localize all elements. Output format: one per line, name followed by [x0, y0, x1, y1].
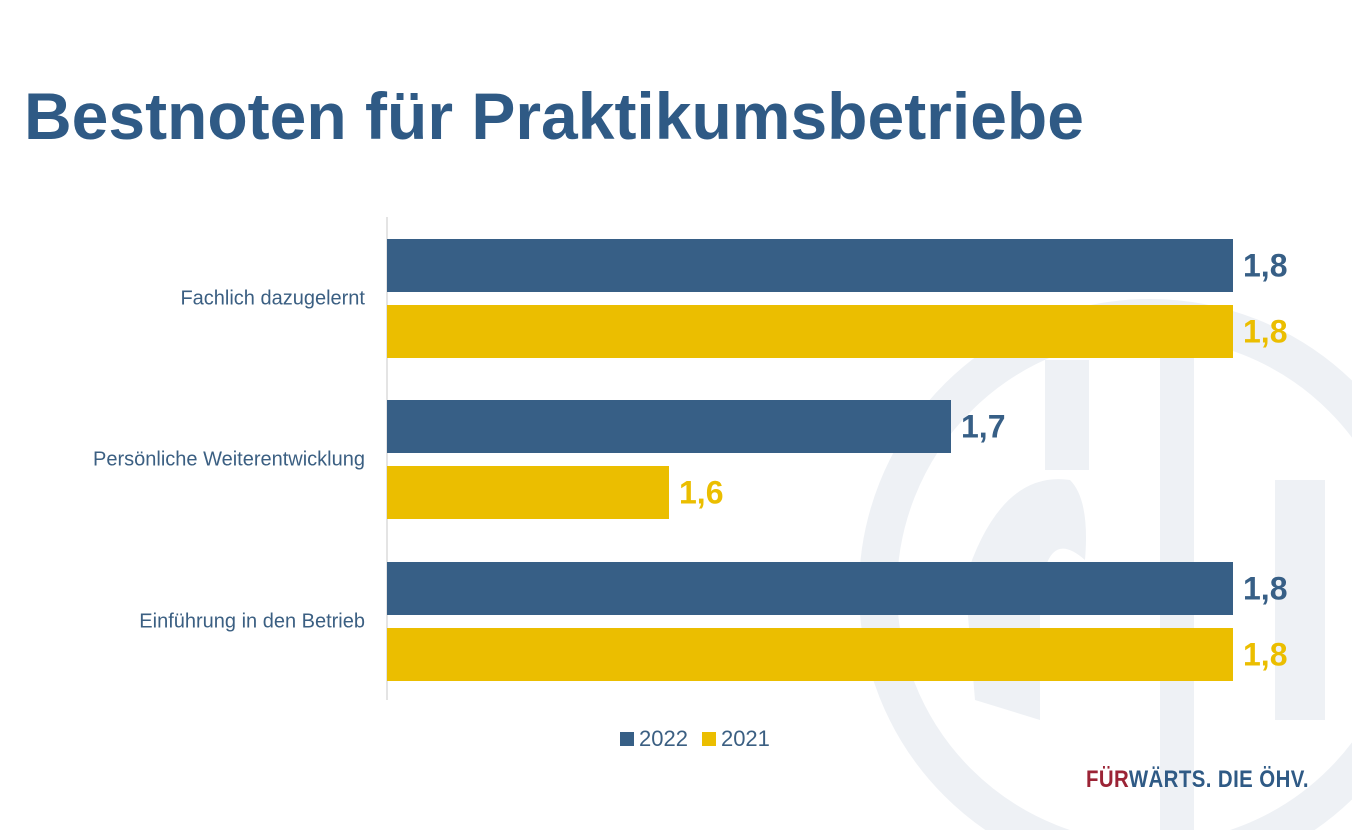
data-label-2021: 1,8: [1243, 314, 1287, 350]
bar-2022: [387, 400, 951, 453]
data-label-2022: 1,8: [1243, 248, 1287, 284]
bar-2021: [387, 466, 669, 519]
legend-swatch-2022: [620, 732, 634, 746]
legend-item-2022: 2022: [620, 726, 688, 752]
category-label: Fachlich dazugelernt: [180, 287, 365, 309]
page-title: Bestnoten für Praktikumsbetriebe: [24, 79, 1084, 153]
bar-2022: [387, 239, 1233, 292]
data-label-2021: 1,6: [679, 475, 723, 511]
bar-2022: [387, 562, 1233, 615]
brand-part-2: WÄRTS. DIE ÖHV.: [1128, 766, 1310, 793]
category-label: Persönliche Weiterentwicklung: [93, 448, 365, 470]
brand-logo: FÜRWÄRTS. DIE ÖHV.: [1086, 766, 1309, 794]
legend: 2022 2021: [620, 726, 770, 752]
data-label-2021: 1,8: [1243, 637, 1287, 673]
legend-label-2022: 2022: [639, 726, 688, 751]
data-label-2022: 1,8: [1243, 571, 1287, 607]
bar-2021: [387, 305, 1233, 358]
bar-2021: [387, 628, 1233, 681]
legend-label-2021: 2021: [720, 726, 770, 751]
brand-part-1: FÜR: [1086, 766, 1129, 793]
legend-item-2021: 2021: [701, 726, 770, 752]
category-label: Einführung in den Betrieb: [139, 610, 365, 632]
data-label-2022: 1,7: [961, 409, 1005, 445]
legend-swatch-2021: [701, 732, 716, 746]
